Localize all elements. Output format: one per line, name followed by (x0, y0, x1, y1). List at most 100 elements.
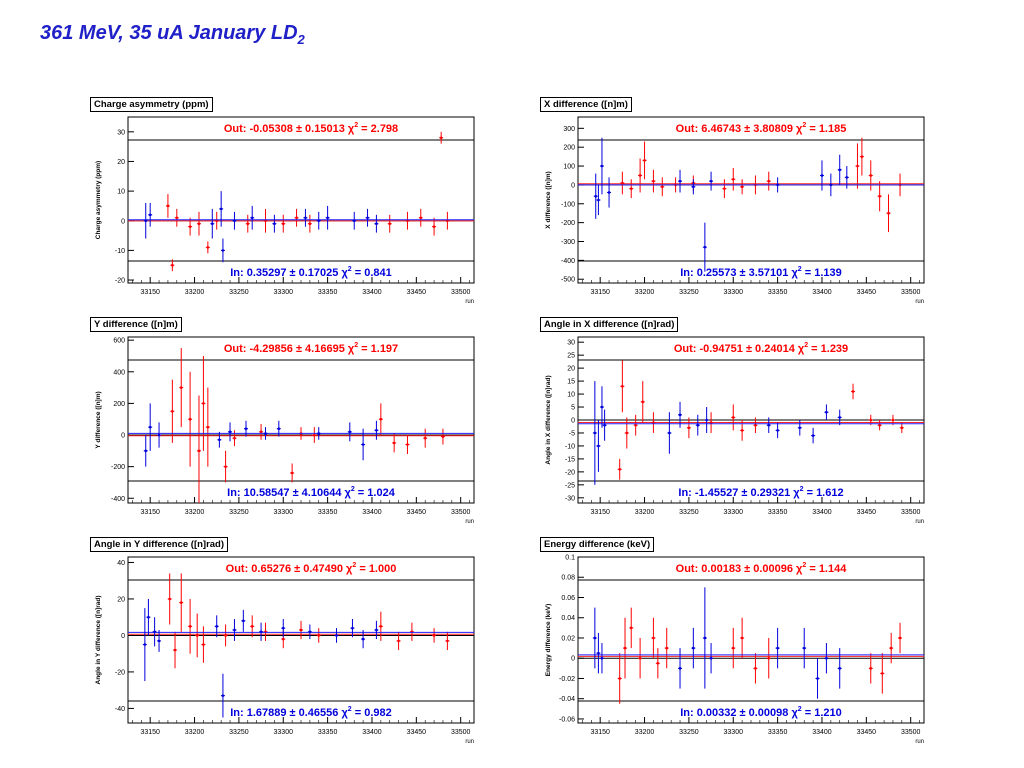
chi2-sup: 2 (354, 342, 358, 349)
chart-panel-energy-difference: 33150 33200 33250 33300 33350 33400 33450 33500… (540, 537, 980, 757)
data-point-out (179, 386, 183, 389)
data-point-in (361, 443, 365, 446)
data-point-in (776, 646, 779, 650)
y-axis-label: Angle in Y difference ([n]rad) (95, 596, 102, 685)
data-point-out (878, 194, 881, 198)
data-point-out (767, 656, 771, 660)
x-tick-label: 33500 (451, 729, 471, 736)
data-point-out (379, 417, 383, 421)
y-tick-label: -30 (565, 495, 575, 502)
y-tick-label: -25 (565, 482, 575, 489)
x-tick-label: 33350 (318, 509, 338, 516)
data-point-out (889, 646, 893, 650)
data-point-in (597, 198, 600, 202)
data-point-out (900, 426, 904, 430)
data-point-out (195, 634, 199, 637)
data-point-out (731, 177, 735, 181)
data-point-out (202, 643, 205, 646)
data-point-in (692, 646, 695, 650)
x-tick-label: 33150 (590, 729, 610, 736)
data-point-in (348, 430, 352, 434)
y-tick-label: 40 (117, 560, 125, 567)
x-tick-label: 33500 (901, 289, 921, 296)
y-tick-label: 0 (571, 182, 575, 189)
chi2-sup: 2 (798, 706, 802, 713)
y-tick-label: -15 (565, 456, 575, 463)
data-point-out (869, 418, 873, 422)
x-tick-label: 33150 (140, 729, 160, 736)
x-tick-label: 33300 (724, 729, 744, 736)
chi2-value: = 1.139 (802, 267, 842, 279)
data-point-out (731, 416, 735, 419)
x-tick-label: 33200 (185, 509, 205, 516)
data-point-out (723, 187, 726, 190)
chi2-sup: 2 (800, 486, 804, 493)
x-tick-label: 33150 (140, 289, 160, 296)
data-point-in (705, 418, 708, 422)
x-tick-label: 33200 (635, 729, 655, 736)
data-point-in (816, 677, 819, 680)
data-point-out (665, 646, 669, 650)
data-point-out (740, 636, 744, 640)
data-point-in (317, 219, 321, 223)
y-tick-label: 5 (571, 405, 575, 412)
data-point-out (290, 471, 294, 475)
x-tick-label: 33250 (229, 509, 249, 516)
out-fit-stat: Out: -4.29856 ± 4.16695 χ2 = 1.197 (224, 342, 398, 355)
data-point-out (652, 421, 655, 424)
x-tick-label: 33300 (724, 509, 744, 516)
in-fit-stat: In: 0.35297 ± 0.17025 χ2 = 0.841 (230, 266, 392, 279)
y-tick-label: -10 (565, 443, 575, 450)
data-point-out (281, 222, 285, 226)
chart-svg: 33150 33200 33250 33300 33350 33400 33450 33500… (545, 116, 925, 305)
data-point-in (696, 423, 700, 427)
data-point-in (829, 183, 833, 187)
data-point-in (210, 222, 214, 226)
data-point-in (273, 222, 276, 226)
y-tick-label: -200 (111, 464, 125, 471)
data-point-in (600, 656, 604, 660)
x-tick-label: 33300 (724, 289, 744, 296)
data-point-in (219, 207, 223, 211)
data-point-in (215, 625, 219, 628)
data-point-out (629, 626, 633, 630)
data-point-out (313, 433, 316, 437)
data-point-in (218, 438, 221, 442)
data-point-out (887, 211, 890, 215)
y-tick-label: 30 (567, 340, 575, 347)
data-point-in (157, 433, 161, 437)
x-tick-label: 33200 (185, 289, 205, 296)
chart-svg: 33150 33200 33250 33300 33350 33400 33450 33500… (545, 336, 925, 525)
y-tick-label: 10 (117, 189, 125, 196)
data-point-in (820, 174, 824, 177)
data-point-out (709, 421, 713, 424)
data-point-out (638, 656, 642, 660)
y-tick-label: 300 (563, 126, 575, 133)
y-tick-label: -10 (115, 248, 125, 255)
data-point-in (811, 434, 815, 437)
data-point-in (825, 410, 828, 414)
data-point-out (173, 648, 177, 652)
chart-panel-angle-x-difference: 33150 33200 33250 33300 33350 33400 33450 33500… (540, 317, 980, 537)
data-point-in (233, 219, 236, 223)
out-fit-stat: Out: 0.00183 ± 0.00096 χ2 = 1.144 (676, 562, 848, 575)
x-tick-label: 33400 (812, 509, 832, 516)
data-point-out (168, 597, 171, 601)
plot-frame (127, 116, 475, 284)
x-tick-label: 33500 (901, 729, 921, 736)
chi2-sup: 2 (348, 706, 352, 713)
data-point-in (221, 694, 225, 697)
data-point-in (678, 179, 682, 183)
x-axis-label: run (915, 299, 924, 305)
x-axis-label: run (465, 739, 474, 745)
data-point-out (643, 159, 646, 162)
chi2-value: = 1.000 (356, 563, 396, 575)
data-point-in (157, 639, 161, 643)
data-point-out (188, 417, 192, 421)
x-tick-label: 33450 (407, 509, 427, 516)
data-point-in (277, 427, 281, 430)
data-point-in (144, 449, 148, 453)
data-point-out (439, 136, 443, 140)
data-point-in (221, 249, 225, 252)
data-point-in (375, 428, 378, 432)
